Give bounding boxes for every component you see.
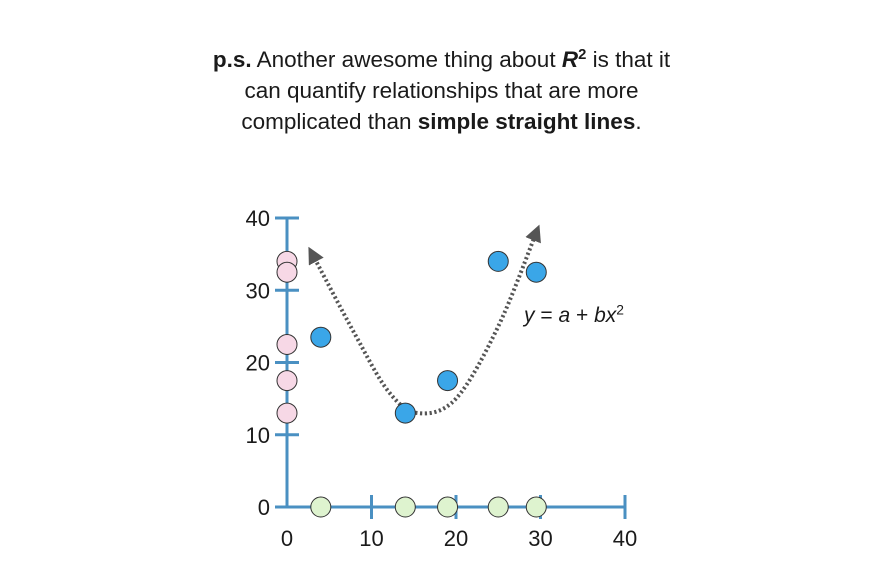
caption-highlight: simple straight lines (417, 109, 636, 134)
x-tick-label: 20 (444, 526, 468, 551)
caption-line-2: can quantify relationships that are more (244, 78, 639, 103)
x-tick-label: 40 (613, 526, 637, 551)
y-projection-point (276, 333, 298, 355)
caption-line-1-tail: is that it (586, 47, 671, 72)
data-point (437, 370, 459, 392)
y-projection-point (276, 261, 298, 283)
equation-y: y (524, 304, 535, 327)
x-projection-point (525, 496, 547, 518)
y-tick-label: 30 (246, 278, 270, 303)
fit-curve-layer (308, 224, 541, 416)
x-tick-label: 0 (281, 526, 293, 551)
x-projection-point (310, 496, 332, 518)
x-projection-point (437, 496, 459, 518)
data-point (487, 250, 509, 272)
r-squared-symbol: R (561, 47, 579, 72)
x-tick-label: 30 (528, 526, 552, 551)
caption-line-3-text: complicated than (241, 109, 418, 134)
y-projection-point (276, 402, 298, 424)
equation-a: a (558, 304, 571, 327)
fit-curve (308, 224, 541, 416)
caption-line-1-text: Another awesome thing about (251, 47, 562, 72)
y-projection-point (276, 370, 298, 392)
x-projection-point (394, 496, 416, 518)
data-point (394, 402, 416, 424)
data-points (310, 250, 547, 424)
caption-lead: p.s. (212, 47, 252, 72)
equation-exponent: 2 (616, 301, 624, 318)
caption-line-1: p.s. Another awesome thing about R2 is t… (0, 44, 883, 75)
equation-equals: = (534, 304, 559, 327)
projection-points (276, 250, 547, 518)
x-projection-point (487, 496, 509, 518)
data-point (525, 261, 547, 283)
caption-line-3: complicated than simple straight lines. (0, 106, 883, 137)
x-tick-label: 10 (359, 526, 383, 551)
data-point (310, 326, 332, 348)
equation-label: y = a + bx2 (524, 301, 624, 328)
equation-bx: bx (594, 304, 617, 327)
caption-line-3-tail: . (635, 109, 642, 134)
caption: p.s. Another awesome thing about R2 is t… (0, 44, 883, 137)
y-tick-label: 0 (258, 495, 270, 520)
y-tick-label: 20 (246, 351, 270, 376)
y-tick-label: 40 (246, 206, 270, 231)
y-tick-label: 10 (246, 423, 270, 448)
axes: 0 10 20 30 40 0 10 20 30 40 (246, 206, 638, 551)
equation-plus: + (570, 304, 595, 327)
r-squared-exponent: 2 (578, 46, 587, 63)
